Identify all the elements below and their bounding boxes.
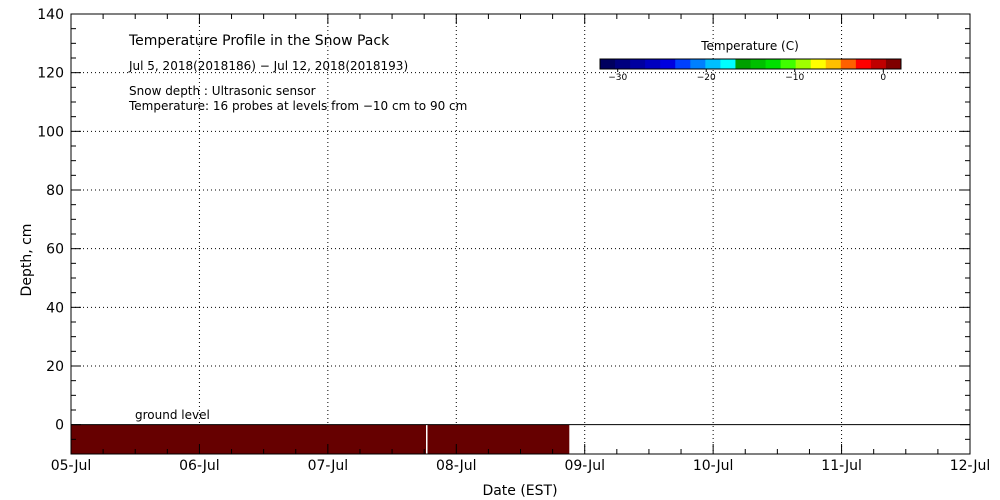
- y-tick-label: 80: [46, 183, 64, 199]
- colorbar-cell: [720, 59, 736, 69]
- colorbar-cell: [840, 59, 857, 69]
- colorbar-tick-label: −10: [785, 73, 804, 83]
- colorbar-cell: [660, 59, 676, 69]
- x-tick-label: 11-Jul: [821, 458, 862, 474]
- colorbar-cell: [870, 59, 887, 69]
- colorbar-cell: [705, 59, 721, 69]
- colorbar-cell: [615, 59, 631, 69]
- ground-level-label: ground level: [135, 408, 210, 422]
- x-tick-label: 06-Jul: [179, 458, 220, 474]
- x-tick-labels: 05-Jul 06-Jul 07-Jul 08-Jul 09-Jul 10-Jul 11-J…: [51, 458, 991, 474]
- y-tick-label: 100: [37, 124, 64, 140]
- colorbar-cell: [765, 59, 782, 69]
- x-tick-label: 05-Jul: [51, 458, 92, 474]
- colorbar-tick-label: −30: [608, 73, 627, 83]
- y-tick-label: 140: [37, 7, 64, 23]
- y-tick-label: 0: [55, 418, 64, 434]
- y-tick-label: 60: [46, 242, 64, 258]
- colorbar-cell: [735, 59, 751, 69]
- note-snow-depth: Snow depth : Ultrasonic sensor: [129, 84, 316, 98]
- temperature-cell: [71, 424, 570, 454]
- x-tick-label: 10-Jul: [693, 458, 734, 474]
- axis-ticks: [70, 13, 971, 455]
- colorbar-cell: [750, 59, 767, 69]
- colorbar-tick-label: 0: [880, 73, 886, 83]
- note-temperature: Temperature: 16 probes at levels from −1…: [128, 99, 467, 113]
- x-tick-label: 08-Jul: [436, 458, 477, 474]
- y-axis-label: Depth, cm: [19, 224, 35, 297]
- x-tick-label: 09-Jul: [564, 458, 605, 474]
- colorbar-cell: [600, 59, 616, 69]
- plot-frame: [70, 13, 971, 455]
- colorbar-cell: [855, 59, 872, 69]
- data-band: [71, 424, 570, 454]
- chart-title: Temperature Profile in the Snow Pack: [128, 33, 390, 49]
- colorbar-cell: [690, 59, 706, 69]
- x-tick-label: 07-Jul: [308, 458, 349, 474]
- colorbar-title: Temperature (C): [700, 39, 799, 53]
- colorbar-ticks: −30 −20 −10 0: [608, 69, 886, 83]
- colorbar-cell: [810, 59, 827, 69]
- chart-subtitle: Jul 5, 2018(2018186) − Jul 12, 2018(2018…: [128, 59, 408, 73]
- grid: [71, 14, 970, 454]
- colorbar-cell: [885, 59, 902, 69]
- colorbar-tick-label: −20: [697, 73, 716, 83]
- colorbar-cell: [825, 59, 842, 69]
- x-tick-label: 12-Jul: [950, 458, 991, 474]
- colorbar-cell: [645, 59, 661, 69]
- colorbar-cell: [675, 59, 691, 69]
- colorbar: [599, 58, 902, 70]
- colorbar-cell: [795, 59, 812, 69]
- y-tick-label: 120: [37, 66, 64, 82]
- colorbar-frame: [599, 58, 902, 70]
- y-tick-label: 40: [46, 300, 64, 316]
- y-tick-labels: 0 20 40 60 80 100 120 140: [37, 7, 64, 434]
- x-axis-label: Date (EST): [482, 483, 557, 499]
- colorbar-cell: [630, 59, 646, 69]
- y-tick-label: 20: [46, 359, 64, 375]
- colorbar-cell: [780, 59, 797, 69]
